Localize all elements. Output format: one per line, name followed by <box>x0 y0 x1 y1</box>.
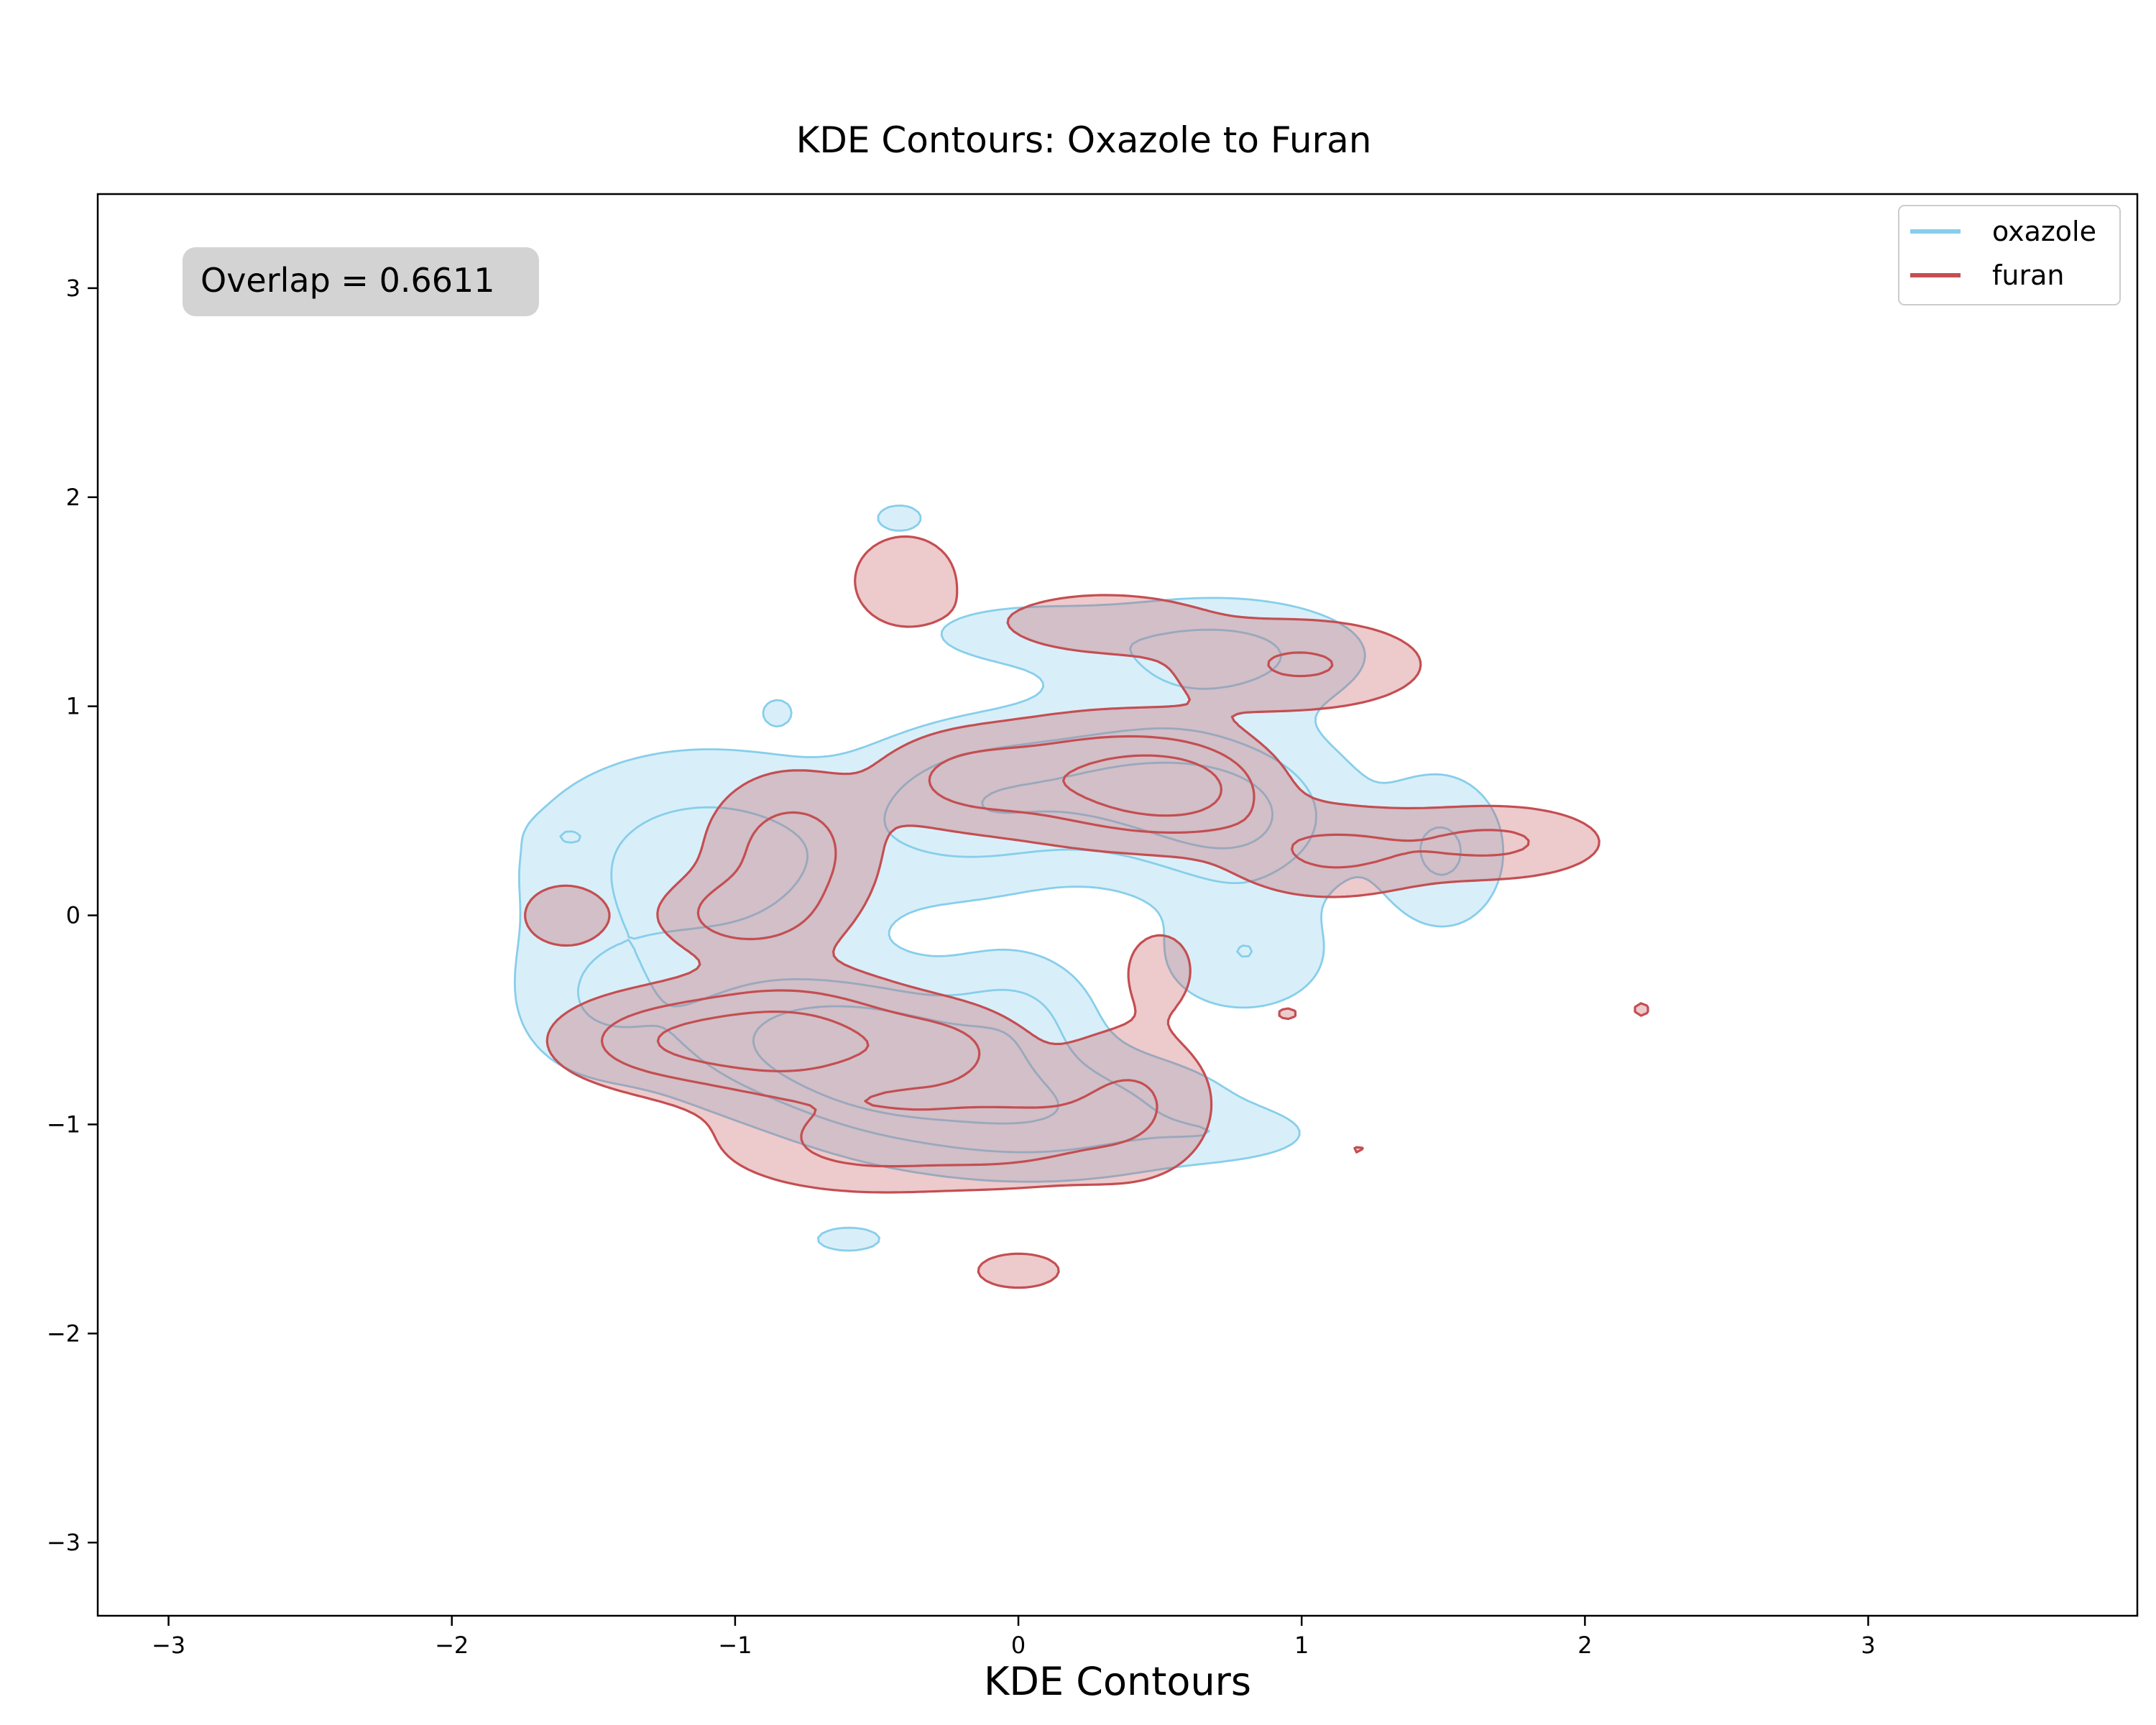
x-tick-label: −3 <box>152 1632 185 1659</box>
x-tick-label: 2 <box>1577 1632 1592 1659</box>
oxazole-contour-level-3 <box>752 761 1273 1125</box>
y-axis: −3 −2 −1 0 1 2 3 <box>47 275 98 1556</box>
legend: oxazole furan <box>1898 205 2121 305</box>
x-tick-label: 1 <box>1294 1632 1309 1659</box>
y-tick-label: 2 <box>66 484 80 511</box>
x-tick-label: 3 <box>1861 1632 1875 1659</box>
chart-title: KDE Contours: Oxazole to Furan <box>796 119 1372 161</box>
plot-frame <box>96 193 2139 1617</box>
y-tick-label: −3 <box>47 1529 80 1556</box>
y-tick-label: −2 <box>47 1320 80 1347</box>
overlap-text: Overlap = 0.6611 <box>201 261 495 300</box>
x-tick-label: 0 <box>1011 1632 1026 1659</box>
furan-contour-level-1 <box>524 535 1649 1289</box>
furan-contour-level-2 <box>600 651 1530 1168</box>
x-axis-label: KDE Contours <box>984 1659 1251 1704</box>
oxazole-contour-level-1 <box>513 505 1505 1252</box>
x-tick-label: −2 <box>435 1632 469 1659</box>
x-tick-label: −1 <box>718 1632 752 1659</box>
furan-contour-level-3 <box>656 754 1222 1072</box>
y-tick-label: 0 <box>66 902 80 929</box>
oxazole-contour-level-2 <box>559 628 1462 1154</box>
furan-contours <box>524 535 1649 1289</box>
oxazole-contours <box>513 505 1505 1252</box>
x-axis: −3 −2 −1 0 1 2 3 <box>152 1616 1876 1659</box>
plot-area <box>513 505 1649 1289</box>
legend-label-furan: furan <box>1992 259 2064 291</box>
y-tick-label: 1 <box>66 693 80 720</box>
annotation-box <box>183 247 539 316</box>
y-tick-label: −1 <box>47 1110 80 1138</box>
legend-label-oxazole: oxazole <box>1992 216 2096 247</box>
overlap-annotation: Overlap = 0.6611 <box>183 247 539 316</box>
y-tick-label: 3 <box>66 275 80 302</box>
